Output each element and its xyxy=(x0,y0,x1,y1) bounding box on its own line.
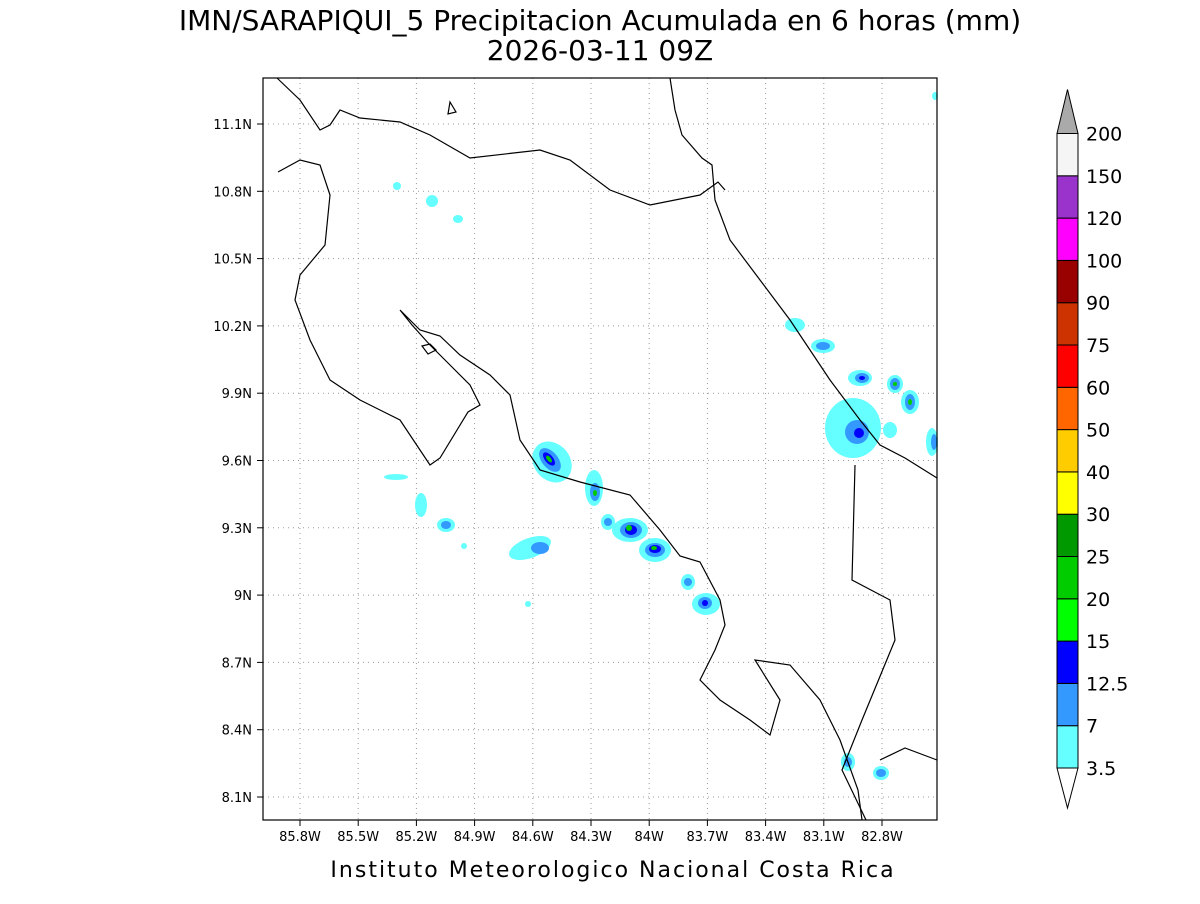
lon-tick-label: 85.5W xyxy=(337,830,379,845)
colorbar-label: 75 xyxy=(1086,335,1110,357)
lat-ticks: 8.1N 8.4N 8.7N 9N 9.3N 9.6N 9.9N 10.2N 10.5N 10.8… xyxy=(213,118,263,806)
lat-tick-label: 9.9N xyxy=(222,387,252,402)
colorbar-label: 12.5 xyxy=(1086,673,1128,695)
colorbar: 3.5 7 12.5 15 20 25 30 40 50 60 75 90 100 120 150 200 xyxy=(1056,89,1128,810)
colorbar-segment xyxy=(1056,513,1079,558)
lon-tick-label: 84.6W xyxy=(512,830,554,845)
lat-tick-label: 8.1N xyxy=(222,791,252,806)
colorbar-label: 20 xyxy=(1086,589,1110,611)
colorbar-label: 150 xyxy=(1086,166,1122,188)
colorbar-segment xyxy=(1056,598,1079,642)
colorbar-segment xyxy=(1056,725,1079,769)
colorbar-label: 30 xyxy=(1086,504,1110,526)
precipitation xyxy=(384,92,938,780)
lat-tick-label: 8.7N xyxy=(222,656,252,671)
lon-tick-label: 85.2W xyxy=(395,830,437,845)
colorbar-label: 40 xyxy=(1086,462,1110,484)
colorbar-label: 120 xyxy=(1086,208,1122,230)
colorbar-label: 90 xyxy=(1086,293,1110,315)
footer: Instituto Meteorologico Nacional Costa R… xyxy=(330,858,895,883)
colorbar-segment xyxy=(1056,640,1079,684)
colorbar-segment xyxy=(1056,471,1079,515)
lat-tick-label: 9.3N xyxy=(222,522,252,537)
colorbar-segment xyxy=(1056,556,1079,600)
lat-tick-label: 8.4N xyxy=(222,724,252,739)
colorbar-segment xyxy=(1056,344,1079,388)
grid xyxy=(263,78,937,820)
lon-tick-label: 82.8W xyxy=(861,830,903,845)
lat-tick-label: 11.1N xyxy=(213,118,252,133)
title: IMN/SARAPIQUI_5 Precipitacion Acumulada … xyxy=(179,4,1021,37)
lon-tick-label: 84W xyxy=(634,830,664,845)
colorbar-label: 15 xyxy=(1086,631,1110,653)
lat-tick-label: 10.5N xyxy=(213,253,252,268)
colorbar-segment xyxy=(1056,175,1079,219)
colorbar-segment xyxy=(1056,429,1079,473)
colorbar-label: 7 xyxy=(1086,716,1098,738)
colorbar-label: 200 xyxy=(1086,124,1122,146)
coastline xyxy=(276,77,938,821)
colorbar-segment xyxy=(1056,386,1079,431)
lon-tick-label: 83.1W xyxy=(803,830,845,845)
colorbar-label: 60 xyxy=(1086,377,1110,399)
colorbar-label: 50 xyxy=(1086,420,1110,442)
subtitle: 2026-03-11 09Z xyxy=(487,34,713,67)
lat-tick-label: 10.2N xyxy=(213,320,252,335)
colorbar-segment xyxy=(1056,259,1079,304)
lon-ticks: 85.8W 85.5W 85.2W 84.9W 84.6W 84.3W 84W 83.7W 83… xyxy=(279,820,903,845)
colorbar-label: 3.5 xyxy=(1086,758,1116,780)
colorbar-segment xyxy=(1056,302,1079,346)
colorbar-segment xyxy=(1056,133,1079,177)
lon-tick-label: 83.7W xyxy=(686,830,728,845)
lat-tick-label: 9N xyxy=(234,589,252,604)
colorbar-segment xyxy=(1056,682,1079,727)
lon-tick-label: 84.9W xyxy=(454,830,496,845)
colorbar-segment xyxy=(1056,217,1079,261)
colorbar-label: 25 xyxy=(1086,547,1110,569)
map-frame xyxy=(262,77,938,821)
lon-tick-label: 83.4W xyxy=(745,830,787,845)
lon-tick-label: 85.8W xyxy=(279,830,321,845)
lat-tick-label: 10.8N xyxy=(213,185,252,200)
colorbar-label: 100 xyxy=(1086,250,1122,272)
lat-tick-label: 9.6N xyxy=(222,455,252,470)
lon-tick-label: 84.3W xyxy=(570,830,612,845)
